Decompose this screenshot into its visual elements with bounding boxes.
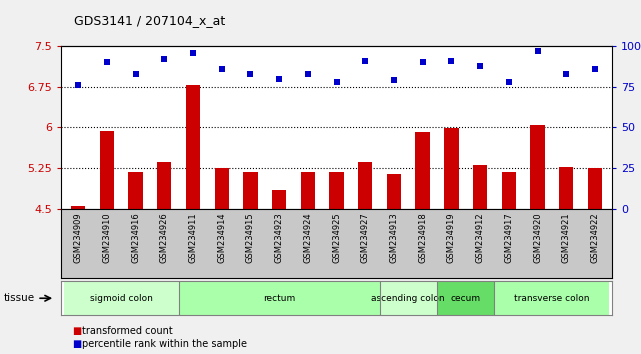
Point (389, 78, 399, 83)
Text: GSM234909: GSM234909 (74, 212, 83, 263)
Text: GSM234922: GSM234922 (590, 212, 599, 263)
Bar (99, 131, 114, 209)
Point (417, 59, 428, 65)
Bar (437, 281, 494, 315)
Point (159, 56, 169, 62)
Bar (387, 173, 401, 209)
Text: GSM234913: GSM234913 (390, 212, 399, 263)
Point (130, 71, 140, 76)
Text: rectum: rectum (263, 294, 296, 303)
Point (446, 58, 456, 63)
Text: GSM234927: GSM234927 (361, 212, 370, 263)
Bar (473, 165, 487, 209)
Text: GSM234926: GSM234926 (160, 212, 169, 263)
Bar (415, 132, 430, 209)
Text: GSM234924: GSM234924 (303, 212, 312, 263)
Text: GSM234920: GSM234920 (533, 212, 542, 263)
Point (561, 71, 571, 76)
Point (504, 79, 514, 85)
Text: GSM234915: GSM234915 (246, 212, 255, 263)
Point (246, 71, 256, 76)
Bar (530, 125, 545, 209)
Text: ascending colon: ascending colon (372, 294, 445, 303)
Text: ■: ■ (72, 326, 81, 336)
Bar (215, 168, 229, 209)
Text: ■: ■ (72, 339, 81, 349)
Text: transverse colon: transverse colon (514, 294, 590, 303)
Text: GSM234912: GSM234912 (476, 212, 485, 263)
Point (331, 79, 342, 85)
Text: percentile rank within the sample: percentile rank within the sample (82, 339, 247, 349)
Text: cecum: cecum (451, 294, 481, 303)
Point (590, 66, 600, 72)
Text: GSM234914: GSM234914 (217, 212, 226, 263)
Point (188, 50, 198, 55)
Text: GSM234921: GSM234921 (562, 212, 570, 263)
Point (533, 48, 543, 54)
Bar (243, 172, 258, 209)
Bar (179, 281, 379, 315)
Point (73, 82, 83, 88)
Text: GSM234916: GSM234916 (131, 212, 140, 263)
Point (303, 71, 313, 76)
Bar (272, 190, 287, 209)
Bar (186, 85, 200, 209)
Bar (502, 172, 516, 209)
Bar (494, 281, 610, 315)
Bar (157, 162, 171, 209)
Point (217, 66, 227, 72)
Text: GSM234917: GSM234917 (504, 212, 513, 263)
Bar (128, 172, 143, 209)
Bar (559, 167, 574, 209)
Bar (329, 172, 344, 209)
Point (274, 76, 284, 81)
Bar (63, 281, 179, 315)
Text: transformed count: transformed count (82, 326, 173, 336)
Text: sigmoid colon: sigmoid colon (90, 294, 153, 303)
Bar (301, 172, 315, 209)
Text: GSM234918: GSM234918 (418, 212, 427, 263)
Point (102, 59, 112, 65)
Text: GSM234919: GSM234919 (447, 212, 456, 263)
Text: GSM234910: GSM234910 (103, 212, 112, 263)
Text: GSM234911: GSM234911 (188, 212, 197, 263)
Bar (444, 128, 458, 209)
Bar (358, 162, 372, 209)
Text: GDS3141 / 207104_x_at: GDS3141 / 207104_x_at (74, 14, 225, 27)
Text: GSM234923: GSM234923 (274, 212, 283, 263)
Text: tissue: tissue (3, 293, 35, 303)
Text: GSM234925: GSM234925 (332, 212, 341, 263)
Point (360, 58, 370, 63)
Bar (588, 167, 602, 209)
Point (475, 63, 485, 68)
Bar (71, 206, 85, 209)
Bar (379, 281, 437, 315)
